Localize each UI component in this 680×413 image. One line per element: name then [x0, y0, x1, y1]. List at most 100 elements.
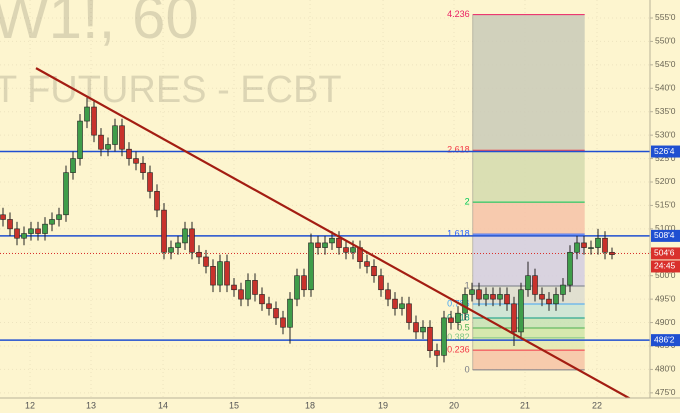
candle-body [63, 172, 69, 216]
candle-body [525, 275, 531, 291]
price-label: 486'2 [654, 334, 675, 344]
countdown-label: 24:45 [654, 261, 676, 271]
fib-level-label: 0 [465, 364, 470, 374]
y-tick-label: 480'0 [655, 364, 676, 374]
candle-body [56, 214, 62, 220]
fib-band [472, 318, 585, 328]
y-tick-label: 525'0 [655, 153, 676, 163]
candle-body [112, 125, 118, 145]
y-tick-label: 550'0 [655, 36, 676, 46]
candle-body [182, 228, 188, 244]
candle-body [315, 242, 321, 248]
fib-band [472, 150, 585, 203]
candle-body [350, 247, 356, 253]
candle-body [294, 275, 300, 300]
price-label-box [651, 334, 680, 347]
countdown-box [651, 260, 680, 273]
fib-level-label: 2 [465, 197, 470, 207]
candle-body [273, 308, 279, 319]
fib-level-label: 0.236 [447, 344, 470, 354]
price-label: 526'4 [654, 146, 675, 156]
candle-body [245, 280, 251, 300]
candle-body [161, 209, 167, 253]
candle-body [238, 289, 244, 300]
candle-body [336, 237, 342, 248]
x-tick-label: 19 [378, 400, 388, 410]
last-price-box [651, 247, 680, 260]
x-tick-label: 18 [305, 400, 315, 410]
candle-body [490, 294, 496, 300]
candle-body [448, 317, 454, 323]
candle-body [553, 294, 559, 305]
candle-body [140, 162, 146, 173]
plot-area: 00.2360.3820.50.6180.78611.61822.6184.23… [0, 0, 650, 398]
candle-body [371, 266, 377, 277]
watermark-symbol: W1!, 60 [0, 0, 199, 51]
price-label: 508'4 [654, 230, 675, 240]
candle-body [231, 284, 237, 291]
fib-band [472, 350, 585, 370]
y-tick-label: 535'0 [655, 106, 676, 116]
candle-body [105, 144, 111, 150]
candle-body [35, 228, 41, 234]
candle-body [602, 237, 608, 253]
candle-body [28, 228, 34, 234]
candle-body [441, 317, 447, 356]
candle-body [49, 219, 55, 225]
fib-level-label: 0.382 [447, 332, 470, 342]
y-tick-label: 490'0 [655, 317, 676, 327]
x-tick-label: 22 [592, 400, 602, 410]
candle-body [154, 191, 160, 211]
candle-body [133, 158, 139, 164]
candle-body [301, 275, 307, 291]
candle-body [266, 303, 272, 309]
candle-body [42, 223, 48, 234]
fib-level-label: 4.236 [447, 9, 470, 19]
price-label-box [651, 145, 680, 158]
candle-body [77, 120, 83, 159]
fib-band [472, 14, 585, 151]
x-tick-label: 21 [520, 400, 530, 410]
watermark-exchange: T FUTURES - ECBT [0, 69, 342, 111]
candle-body [609, 251, 615, 255]
fib-band [472, 337, 585, 351]
fib-level-label: 2.618 [447, 145, 470, 155]
candle-body [455, 312, 461, 323]
x-tick-label: 14 [158, 400, 168, 410]
candle-body [539, 294, 545, 300]
candle-body [70, 158, 76, 173]
candle-body [581, 242, 587, 248]
trend-line [35, 67, 632, 398]
fib-level-label: 1 [465, 280, 470, 290]
candle-body [497, 294, 503, 300]
candle-body [168, 247, 174, 253]
fib-level-label: 0.5 [457, 322, 470, 332]
candle-body [252, 280, 258, 295]
y-tick-label: 520'0 [655, 176, 676, 186]
fib-band [472, 327, 585, 338]
candle-body [413, 322, 419, 333]
y-tick-label: 495'0 [655, 293, 676, 303]
candle-body [7, 219, 13, 230]
candle-body [84, 106, 90, 122]
candle-body [203, 256, 209, 267]
axes: 475'0480'0485'0490'0495'0500'0505'0510'0… [25, 12, 680, 410]
candle-body [567, 251, 573, 286]
candle-body [98, 134, 104, 150]
candle-body [420, 326, 426, 333]
candle-body [518, 289, 524, 333]
y-tick-label: 515'0 [655, 200, 676, 210]
candle-body [385, 289, 391, 300]
candle-body [588, 247, 594, 249]
y-tick-label: 475'0 [655, 387, 676, 397]
candle-body [560, 284, 566, 295]
candle-body [147, 172, 153, 192]
candle-body [364, 261, 370, 267]
candle-body [434, 350, 440, 356]
candle-body [196, 251, 202, 258]
candle-body [399, 303, 405, 309]
fib-level-label: 1.618 [447, 229, 470, 239]
candle-body [91, 106, 97, 136]
candle-body [427, 326, 433, 351]
